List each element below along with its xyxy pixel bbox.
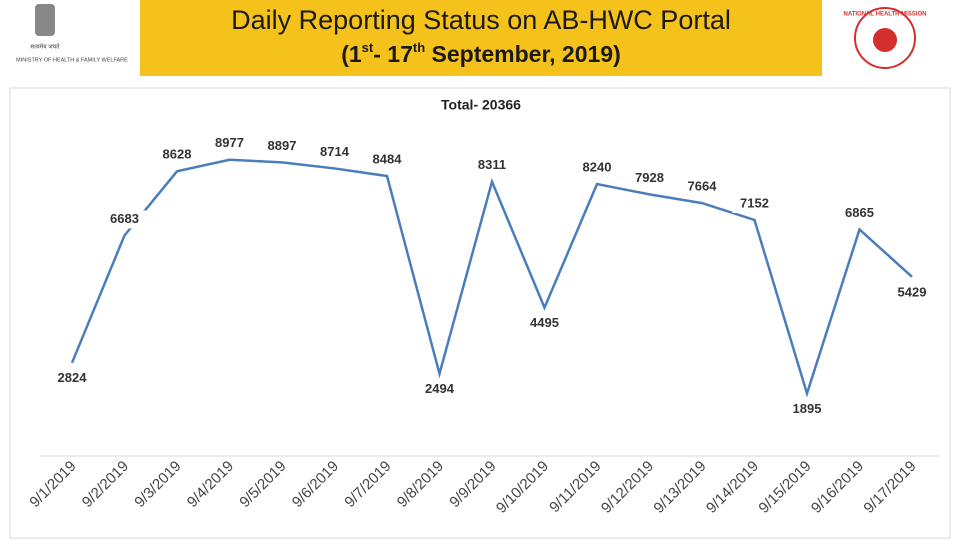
data-label: 6683 — [110, 211, 139, 226]
data-label: 8977 — [215, 135, 244, 150]
data-label: 8484 — [373, 151, 403, 166]
data-label: 2824 — [58, 370, 88, 385]
subtitle-sup: th — [413, 40, 425, 55]
data-label: 6865 — [845, 205, 874, 220]
emblem — [35, 4, 55, 36]
label-bg — [155, 146, 199, 165]
data-label: 5429 — [898, 284, 927, 299]
label-bg — [837, 204, 882, 223]
left-logo: सत्यमेव जयते MINISTRY OF HEALTH & FAMILY… — [16, 4, 128, 63]
subtitle-part: September, 2019) — [425, 41, 621, 67]
data-label: 8714 — [320, 144, 350, 159]
right-logo: NATIONAL HEALTH MISSION — [844, 7, 927, 69]
chart-frame — [9, 87, 951, 539]
slide-subtitle: (1st- 17th September, 2019) — [341, 40, 621, 67]
label-bg — [575, 159, 619, 178]
label-bg — [102, 210, 147, 229]
label-bg — [417, 380, 462, 399]
data-label: 2494 — [425, 381, 455, 396]
nhm-ring — [854, 7, 916, 69]
title-banner — [140, 0, 822, 76]
label-bg — [732, 194, 777, 213]
ministry-name: MINISTRY OF HEALTH & FAMILY WELFARE — [16, 57, 128, 63]
data-label: 7152 — [740, 195, 769, 210]
chart-title: Total- 20366 — [441, 97, 521, 113]
data-label: 8240 — [583, 160, 612, 175]
slide-title: Daily Reporting Status on AB-HWC Portal — [231, 5, 731, 35]
data-label: 1895 — [793, 401, 822, 416]
label-bg — [522, 314, 567, 333]
label-bg — [312, 143, 357, 162]
subtitle-sup: st — [362, 40, 374, 55]
label-bg — [470, 156, 514, 175]
label-bg — [50, 369, 94, 388]
data-label: 8897 — [268, 138, 297, 153]
data-label: 7664 — [688, 179, 718, 194]
label-bg — [627, 169, 672, 188]
label-bg — [260, 137, 304, 156]
nhm-name: NATIONAL HEALTH MISSION — [844, 12, 927, 18]
subtitle-part: - 17 — [373, 41, 413, 67]
label-bg — [365, 151, 409, 170]
nhm-figures — [873, 28, 897, 52]
data-label: 4495 — [530, 315, 559, 330]
motto: सत्यमेव जयते — [30, 43, 60, 51]
data-label: 8311 — [478, 157, 506, 172]
label-bg — [785, 400, 829, 419]
data-label: 8628 — [163, 147, 192, 162]
label-bg — [890, 283, 934, 302]
data-label: 7928 — [635, 170, 664, 185]
subtitle-part: (1 — [341, 41, 362, 67]
label-bg — [680, 178, 724, 197]
label-bg — [207, 134, 252, 153]
data-line — [70, 158, 913, 398]
